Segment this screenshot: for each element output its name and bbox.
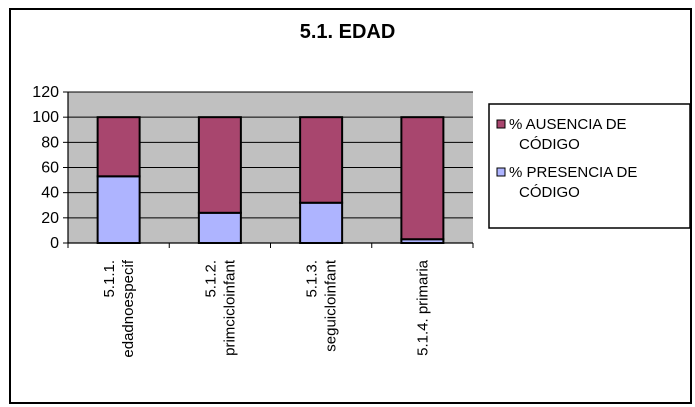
y-tick-label: 40 xyxy=(41,185,59,202)
x-category-label: seguicloinfant xyxy=(323,259,340,352)
y-tick-label: 0 xyxy=(50,235,59,252)
y-tick-label: 20 xyxy=(41,210,59,227)
y-tick-label: 100 xyxy=(32,109,59,126)
x-category-label: 5.1.1. xyxy=(101,260,118,298)
bar-ausencia xyxy=(299,116,344,204)
legend-label: CÓDIGO xyxy=(519,136,580,153)
bar-presencia xyxy=(299,201,344,245)
legend-swatch xyxy=(496,119,506,129)
legend-label: CÓDIGO xyxy=(519,184,580,201)
bar-ausencia xyxy=(96,116,141,178)
legend-swatch xyxy=(496,167,506,177)
legend-label: % AUSENCIA DE xyxy=(509,116,627,133)
y-tick-label: 120 xyxy=(32,84,59,101)
legend-box xyxy=(488,103,691,229)
x-category-label: edadnoespecif xyxy=(120,259,137,357)
x-category-label: 5.1.3. xyxy=(304,260,321,298)
x-category-label: 5.1.4. primaria xyxy=(414,259,431,356)
bar-ausencia xyxy=(197,116,242,214)
chart-title: 5.1. EDAD xyxy=(299,21,396,43)
bar-ausencia xyxy=(400,116,445,241)
y-tick-label: 60 xyxy=(41,160,59,177)
x-category-label: 5.1.2. xyxy=(202,260,219,298)
x-category-label: primcicloinfant xyxy=(221,259,238,356)
legend-label: % PRESENCIA DE xyxy=(509,164,637,181)
y-tick-label: 80 xyxy=(41,134,59,151)
bar-presencia xyxy=(197,211,242,245)
bar-presencia xyxy=(96,175,141,244)
